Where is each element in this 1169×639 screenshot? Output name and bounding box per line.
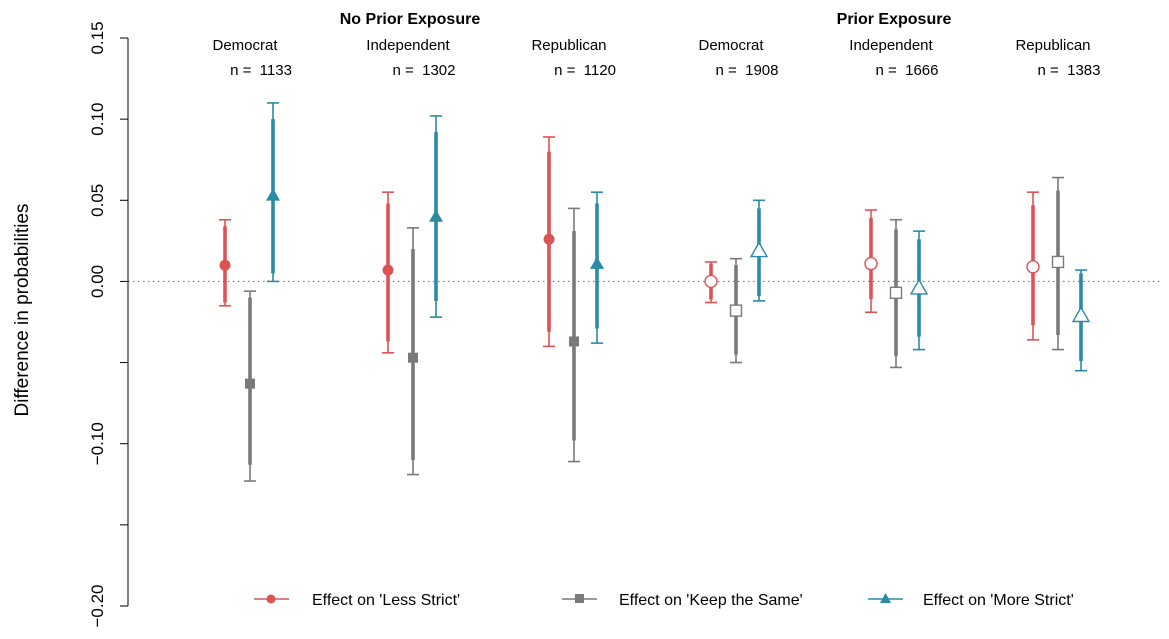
party-label: Independent: [366, 37, 450, 54]
group-title-prior: Prior Exposure: [837, 11, 952, 28]
estimate-point-keep-same: [1051, 255, 1065, 269]
estimate-point-more-strict: [590, 256, 604, 269]
party-label: Democrat: [698, 37, 764, 54]
legend-marker-more-strict: [880, 593, 891, 603]
y-tick-label: 0.05: [88, 184, 107, 217]
estimate-point-less-strict: [543, 233, 555, 245]
y-tick-label: 0.00: [88, 265, 107, 298]
legend-label-less-strict: Effect on 'Less Strict': [312, 592, 460, 609]
estimate-point-less-strict: [382, 264, 394, 276]
party-label: Republican: [531, 37, 606, 54]
chart-marks: [128, 102, 1160, 482]
party-label: Republican: [1015, 37, 1090, 54]
estimate-point-keep-same: [408, 352, 418, 363]
y-tick-label: −0.10: [88, 422, 107, 465]
legend-label-more-strict: Effect on 'More Strict': [923, 592, 1074, 609]
estimate-point-more-strict: [1071, 306, 1091, 323]
estimate-point-less-strict: [1026, 260, 1040, 274]
estimate-point-keep-same: [729, 304, 743, 317]
estimate-point-more-strict: [909, 278, 929, 295]
n-label: n = 1120: [554, 62, 616, 79]
legend-marker-keep-same: [575, 594, 584, 603]
n-label: n = 1133: [230, 62, 292, 79]
n-label: n = 1302: [393, 62, 456, 79]
y-tick-label: 0.10: [88, 103, 107, 136]
party-label: Independent: [849, 37, 933, 54]
estimate-point-keep-same: [889, 286, 903, 299]
estimate-point-keep-same: [569, 336, 579, 347]
legend-label-keep-same: Effect on 'Keep the Same': [619, 592, 803, 609]
legend-marker-less-strict: [266, 594, 276, 604]
legend: Effect on 'Less Strict' Effect on 'Keep …: [254, 592, 1074, 609]
y-tick-label: −0.20: [88, 584, 107, 627]
y-tick-label: 0.15: [88, 21, 107, 54]
estimate-point-more-strict: [749, 241, 769, 258]
y-axis-label: Difference in probabilities: [12, 204, 33, 417]
estimate-point-more-strict: [266, 188, 280, 201]
estimate-point-less-strict: [704, 274, 718, 289]
n-label: n = 1383: [1038, 62, 1101, 79]
estimate-point-less-strict: [864, 256, 878, 271]
estimate-point-keep-same: [245, 378, 255, 389]
estimate-point-less-strict: [219, 259, 231, 271]
n-label: n = 1666: [876, 62, 939, 79]
n-label: n = 1908: [716, 62, 779, 79]
party-label: Democrat: [212, 37, 278, 54]
estimate-point-more-strict: [429, 209, 443, 222]
group-title-no-prior: No Prior Exposure: [340, 11, 481, 28]
